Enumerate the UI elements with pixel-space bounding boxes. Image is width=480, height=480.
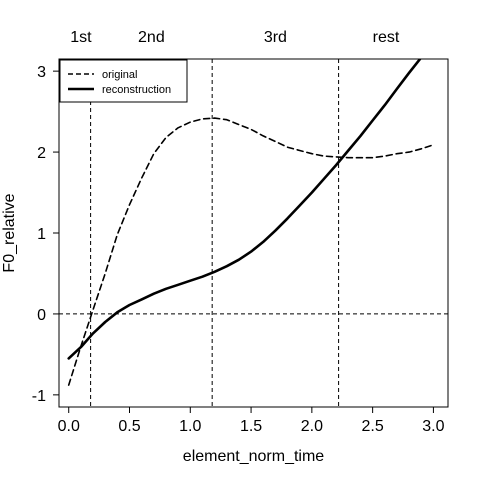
x-tick-label: 0.5 xyxy=(118,418,140,435)
series-lines xyxy=(67,59,435,386)
series-line-original xyxy=(67,117,435,386)
y-tick-label: 3 xyxy=(37,64,46,81)
legend-label: original xyxy=(102,69,137,81)
legend-box xyxy=(59,59,188,103)
y-tick-label: 2 xyxy=(37,145,46,162)
x-tick-label: 1.0 xyxy=(179,418,201,435)
segment-labels: 1st 2nd 3rd rest xyxy=(70,29,400,46)
x-axis-title: element_norm_time xyxy=(183,448,325,465)
x-tick-label: 0.0 xyxy=(58,418,80,435)
series-line-reconstruction xyxy=(67,59,422,360)
legend-label: reconstruction xyxy=(102,84,171,96)
segment-boundaries xyxy=(90,59,340,407)
x-tick-label: 2.5 xyxy=(362,418,384,435)
segment-label: 3rd xyxy=(264,29,287,46)
y-tick-label: 0 xyxy=(37,307,46,324)
segment-label: 2nd xyxy=(138,29,165,46)
y-tick-label: 1 xyxy=(37,226,46,243)
x-axis: 0.0 0.5 1.0 1.5 2.0 2.5 3.0 xyxy=(58,407,445,435)
segment-label: 1st xyxy=(70,29,92,46)
y-tick-label: -1 xyxy=(32,388,46,405)
x-tick-label: 3.0 xyxy=(422,418,444,435)
x-tick-label: 2.0 xyxy=(301,418,323,435)
legend: original reconstruction xyxy=(59,59,188,103)
segment-label: rest xyxy=(373,29,400,46)
y-axis-title: F0_relative xyxy=(1,193,18,272)
y-axis: -1 0 1 2 3 xyxy=(32,64,59,405)
x-tick-label: 1.5 xyxy=(240,418,262,435)
